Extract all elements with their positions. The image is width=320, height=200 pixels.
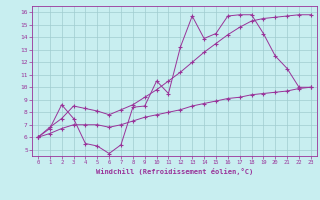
- X-axis label: Windchill (Refroidissement éolien,°C): Windchill (Refroidissement éolien,°C): [96, 168, 253, 175]
